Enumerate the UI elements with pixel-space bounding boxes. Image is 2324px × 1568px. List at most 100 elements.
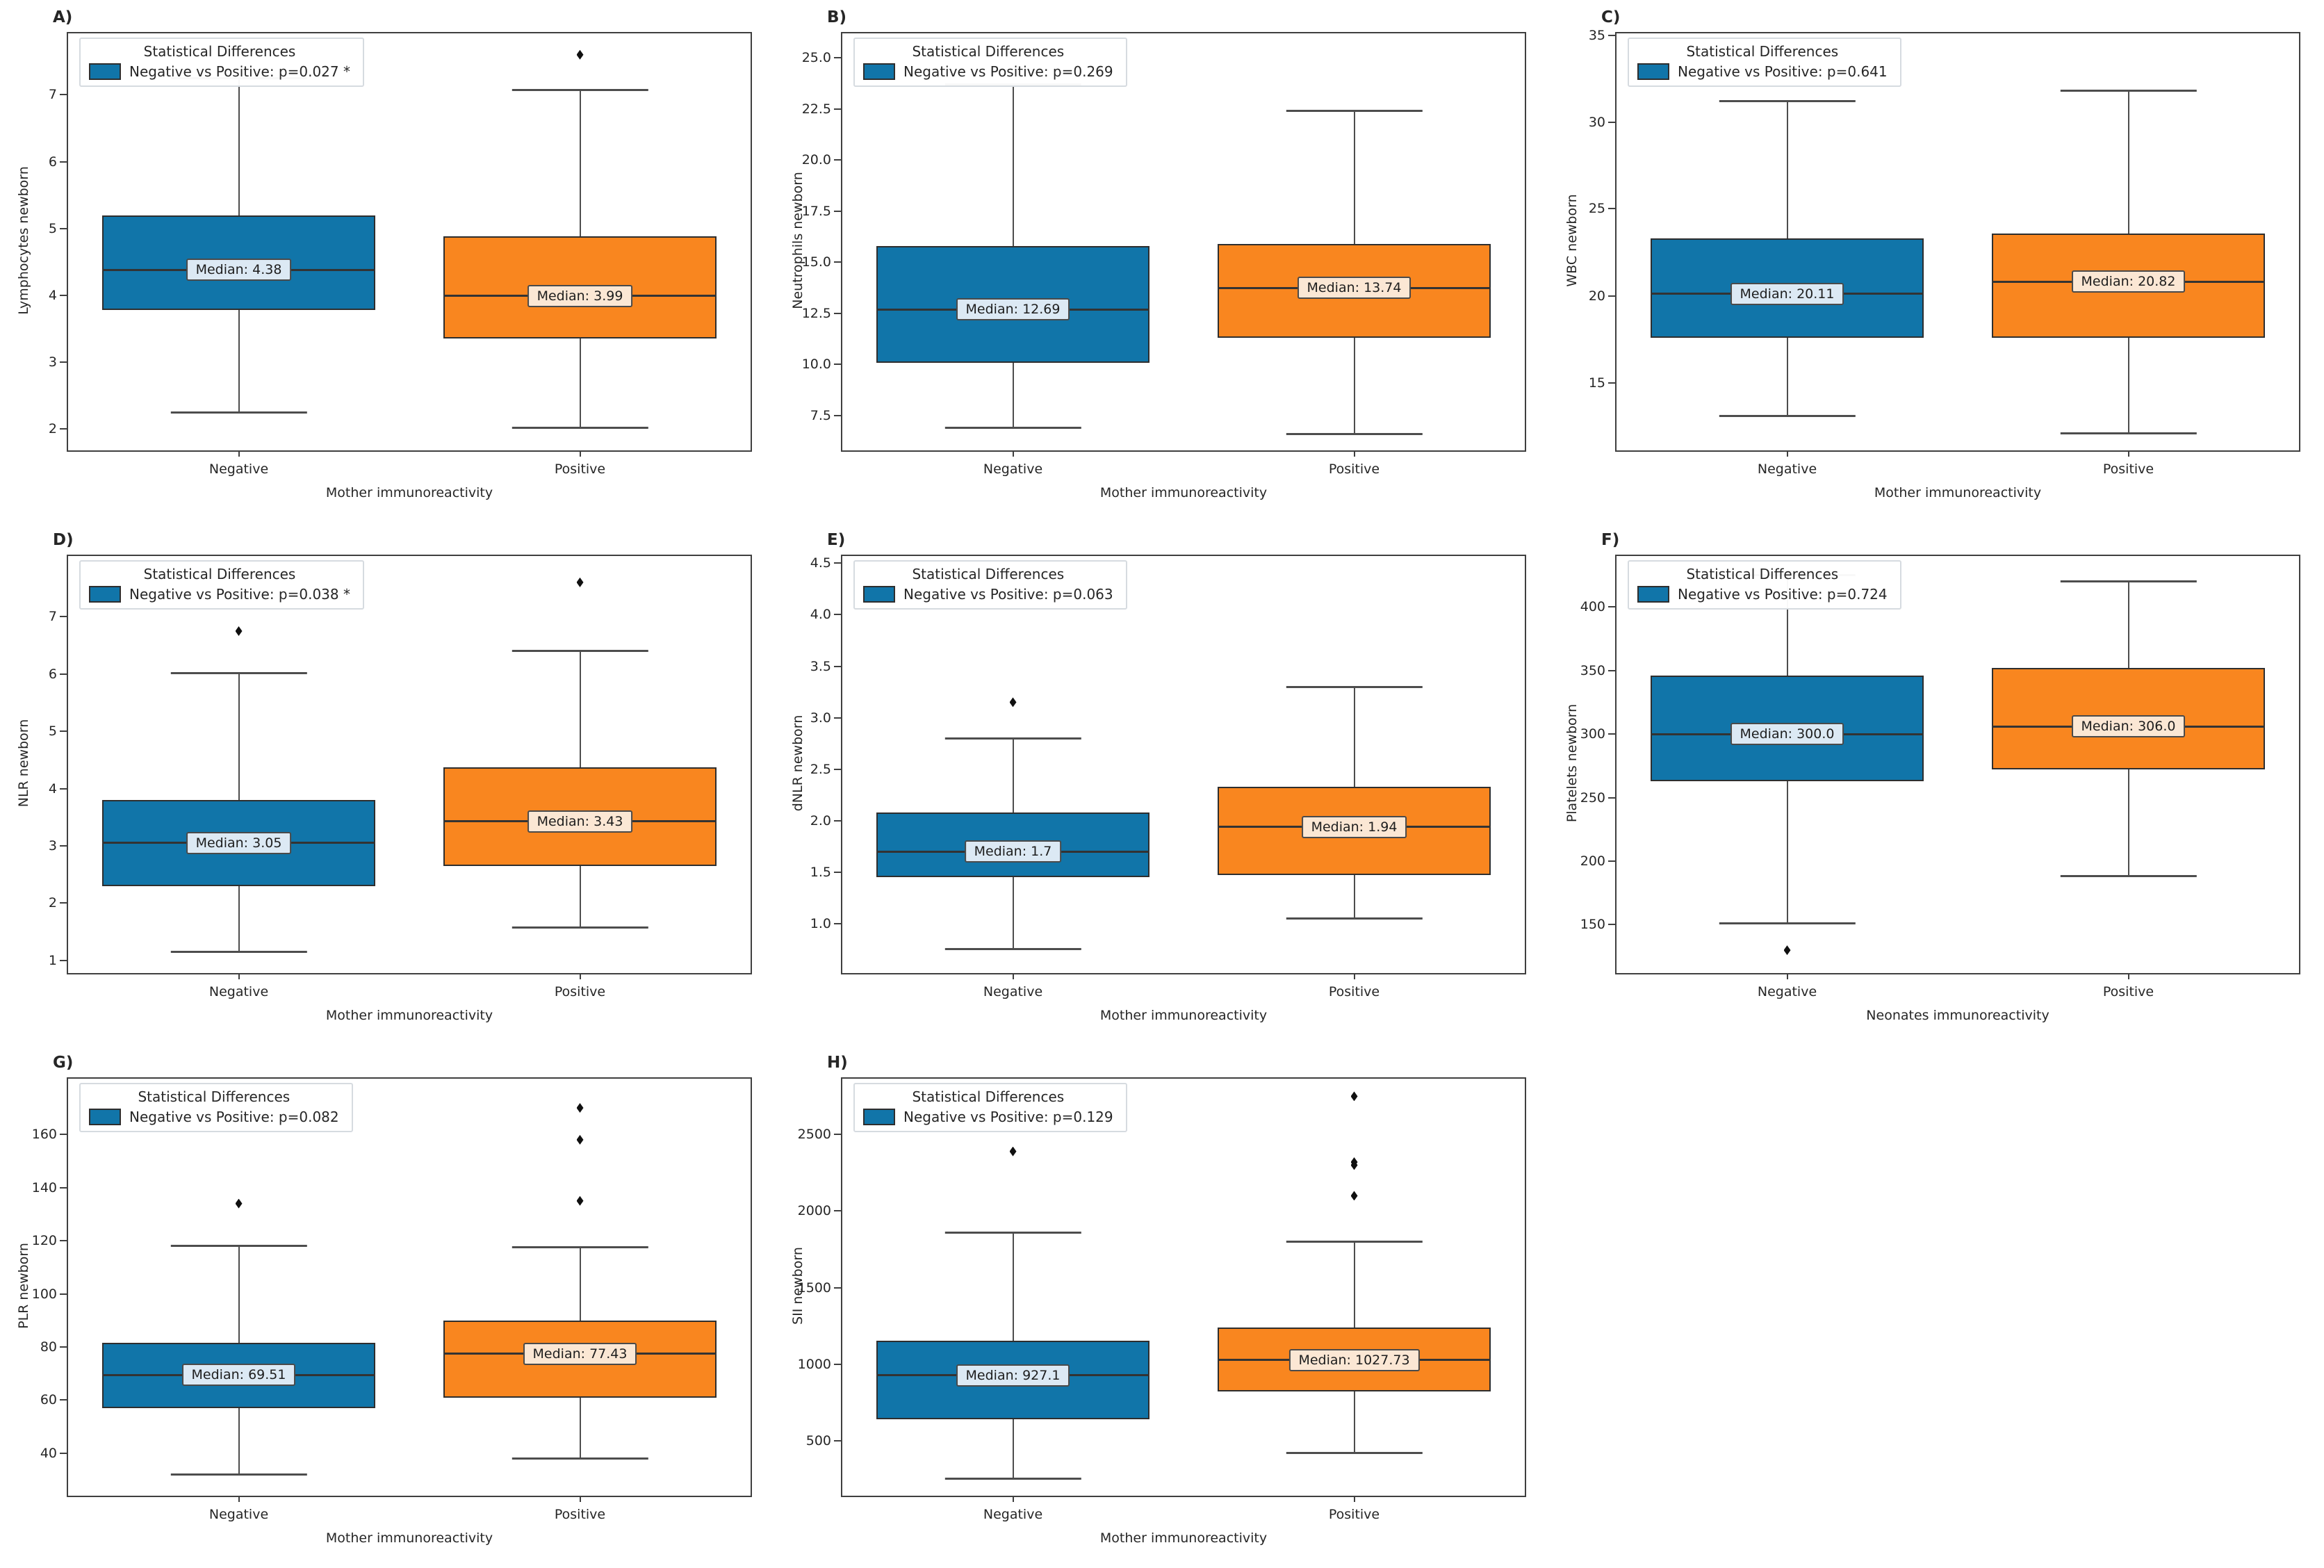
y-tick-mark xyxy=(834,108,841,110)
y-axis-label: WBC newborn xyxy=(1564,194,1580,287)
median-label: Median: 1.7 xyxy=(964,840,1062,863)
y-tick-mark xyxy=(60,616,67,618)
y-tick-label: 3.5 xyxy=(810,658,831,674)
whisker-cap xyxy=(512,426,648,429)
legend: Statistical Differences Negative vs Posit… xyxy=(79,1083,353,1132)
y-tick-mark xyxy=(834,665,841,667)
y-tick-mark xyxy=(834,614,841,616)
median-label: Median: 20.11 xyxy=(1730,282,1844,305)
x-axis-label: Mother immunoreactivity xyxy=(325,1008,493,1023)
x-tick-mark xyxy=(1353,1496,1355,1502)
y-tick-label: 200 xyxy=(1580,854,1605,869)
panel-letter: G) xyxy=(53,1054,74,1072)
y-tick-label: 160 xyxy=(31,1127,57,1143)
outlier-point xyxy=(1009,697,1017,708)
x-tick-mark xyxy=(579,450,581,457)
y-tick-label: 300 xyxy=(1580,726,1605,742)
panel-C: C) WBC newborn 15 20 25 30 35 Negative Median: 2… xyxy=(1548,0,2323,523)
x-axis-label: Mother immunoreactivity xyxy=(1099,1530,1268,1546)
y-tick-mark xyxy=(834,312,841,314)
panel-E: E) dNLR newborn 1.0 1.5 2.0 2.5 3.0 3.5 4.0 4.5 Ne… xyxy=(774,523,1548,1045)
panel-F: F) Platelets newborn 150 200 250 300 350 400 Neg… xyxy=(1548,523,2323,1045)
legend-title: Statistical Differences xyxy=(1686,43,1839,60)
whisker-cap xyxy=(170,671,307,674)
whisker-cap xyxy=(2060,90,2197,92)
panel-A: A) Lymphocytes newborn 2 3 4 5 6 7 Negative Media… xyxy=(0,0,774,523)
x-tick-label: Positive xyxy=(2102,462,2154,477)
legend: Statistical Differences Negative vs Posit… xyxy=(1628,38,1901,87)
y-tick-label: 3 xyxy=(48,354,57,370)
y-tick-mark xyxy=(834,1363,841,1365)
outlier-point xyxy=(1783,945,1791,956)
y-tick-mark xyxy=(60,1452,67,1454)
whisker-cap xyxy=(944,1231,1081,1234)
y-tick-label: 1.0 xyxy=(810,915,831,931)
x-tick-mark xyxy=(1786,450,1788,457)
whisker-cap xyxy=(512,1246,648,1249)
panel-B: B) Neutrophils newborn 7.5 10.0 12.5 15.0 17.5… xyxy=(774,0,1548,523)
y-tick-label: 6 xyxy=(48,154,57,170)
y-tick-mark xyxy=(834,159,841,161)
whisker-cap xyxy=(1719,922,1856,925)
y-tick-label: 20.0 xyxy=(801,152,831,168)
x-axis-label: Mother immunoreactivity xyxy=(325,1530,493,1546)
legend: Statistical Differences Negative vs Posit… xyxy=(79,560,364,610)
y-tick-label: 1 xyxy=(48,952,57,968)
y-tick-label: 20 xyxy=(1588,288,1605,304)
y-tick-label: 25 xyxy=(1588,201,1605,217)
x-tick-mark xyxy=(1353,450,1355,457)
x-tick-label: Negative xyxy=(208,984,269,999)
y-tick-label: 2 xyxy=(48,895,57,911)
panel-letter: D) xyxy=(53,531,74,549)
y-tick-mark xyxy=(1608,733,1615,735)
y-tick-mark xyxy=(834,210,841,212)
y-tick-mark xyxy=(60,1399,67,1401)
plot-area: 15 20 25 30 35 Negative Median: 20.11 Positive M… xyxy=(1589,28,2300,500)
median-label: Median: 13.74 xyxy=(1297,277,1411,300)
y-tick-mark xyxy=(834,871,841,873)
y-tick-label: 5 xyxy=(48,724,57,740)
y-tick-label: 350 xyxy=(1580,662,1605,678)
whisker-cap xyxy=(170,1245,307,1248)
outlier-point xyxy=(576,1103,584,1113)
y-tick-label: 250 xyxy=(1580,790,1605,806)
y-tick-label: 100 xyxy=(31,1286,57,1302)
y-tick-mark xyxy=(60,787,67,790)
y-tick-mark xyxy=(834,562,841,564)
panel-letter: E) xyxy=(827,531,846,549)
y-tick-label: 17.5 xyxy=(801,203,831,219)
y-tick-mark xyxy=(1608,860,1615,863)
y-tick-label: 140 xyxy=(31,1179,57,1195)
x-tick-label: Positive xyxy=(554,984,606,999)
panel-letter: H) xyxy=(827,1054,848,1072)
legend-entry-label: Negative vs Positive: p=0.129 xyxy=(903,1109,1113,1125)
y-tick-label: 7.5 xyxy=(810,408,831,424)
x-axis-label: Mother immunoreactivity xyxy=(325,485,493,500)
y-tick-mark xyxy=(60,294,67,296)
panel-G: G) PLR newborn 40 60 80 100 120 140 160 Negative M… xyxy=(0,1045,774,1568)
y-tick-mark xyxy=(834,261,841,263)
legend-entry-row: Negative vs Positive: p=0.063 xyxy=(863,586,1113,603)
whisker-cap xyxy=(2060,432,2197,434)
y-tick-label: 1500 xyxy=(797,1280,831,1296)
x-tick-label: Negative xyxy=(1757,984,1817,999)
y-tick-label: 80 xyxy=(40,1339,57,1355)
y-tick-mark xyxy=(60,1240,67,1242)
x-tick-mark xyxy=(238,973,240,979)
legend: Statistical Differences Negative vs Posit… xyxy=(853,560,1127,610)
y-tick-mark xyxy=(834,415,841,417)
legend-swatch-icon xyxy=(89,63,121,80)
x-tick-label: Negative xyxy=(983,984,1043,999)
median-label: Median: 12.69 xyxy=(956,298,1070,321)
plot-area: 500 1000 1500 2000 2500 Negative Median: 927.1… xyxy=(798,1077,1526,1546)
y-tick-mark xyxy=(1608,382,1615,384)
y-tick-label: 35 xyxy=(1588,27,1605,43)
y-tick-label: 150 xyxy=(1580,917,1605,933)
outlier-point xyxy=(235,626,243,636)
y-tick-label: 4 xyxy=(48,781,57,797)
x-tick-label: Positive xyxy=(2102,984,2154,999)
y-tick-label: 1.5 xyxy=(810,864,831,880)
y-tick-label: 10.0 xyxy=(801,357,831,373)
panel-D: D) NLR newborn 1 2 3 4 5 6 7 Negative Median: 3.05… xyxy=(0,523,774,1045)
